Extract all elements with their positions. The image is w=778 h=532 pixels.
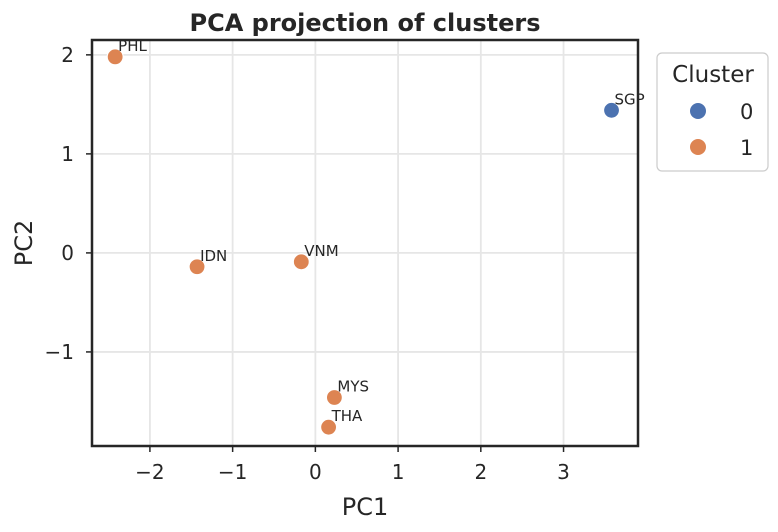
legend-marker-1	[690, 139, 706, 155]
y-tick-label: −1	[45, 340, 74, 364]
x-tick-label: 0	[309, 460, 322, 484]
data-point-idn	[188, 258, 206, 276]
data-point-mys	[325, 388, 343, 407]
data-point-vnm	[292, 253, 310, 271]
data-point-tha	[320, 418, 338, 436]
legend-title: Cluster	[672, 62, 754, 88]
point-label-vnm: VNM	[304, 242, 338, 260]
point-label-phl: PHL	[118, 37, 147, 55]
y-axis-label: PC2	[10, 220, 38, 267]
y-tick-label: 1	[61, 142, 74, 166]
x-tick-label: −2	[135, 460, 164, 484]
grid-lines	[92, 40, 638, 446]
legend-marker-0	[690, 103, 706, 119]
x-axis-label: PC1	[342, 493, 389, 521]
data-point-phl	[106, 48, 124, 66]
legend: Cluster 01	[656, 52, 769, 172]
point-label-sgp: SGP	[615, 90, 645, 108]
plot-frame	[90, 38, 640, 448]
legend-label-0: 0	[740, 100, 753, 124]
point-label-mys: MYS	[337, 377, 369, 395]
legend-entries: 01	[690, 100, 753, 160]
point-label-tha: THA	[331, 407, 363, 425]
point-label-idn: IDN	[200, 247, 227, 265]
x-tick-label: 3	[557, 460, 570, 484]
legend-label-1: 1	[740, 136, 753, 160]
y-tick-label: 2	[61, 43, 74, 67]
data-point-sgp	[602, 101, 621, 119]
x-tick-label: −1	[218, 460, 247, 484]
legend-box	[656, 52, 769, 172]
y-tick-label: 0	[61, 241, 74, 265]
y-axis-ticks: −1 0 1 2	[45, 43, 92, 364]
x-tick-label: 1	[392, 460, 405, 484]
chart-title: PCA projection of clusters	[190, 9, 541, 37]
x-tick-label: 2	[474, 460, 487, 484]
x-axis-ticks: −2 −1 0 1 2 3	[135, 446, 570, 484]
